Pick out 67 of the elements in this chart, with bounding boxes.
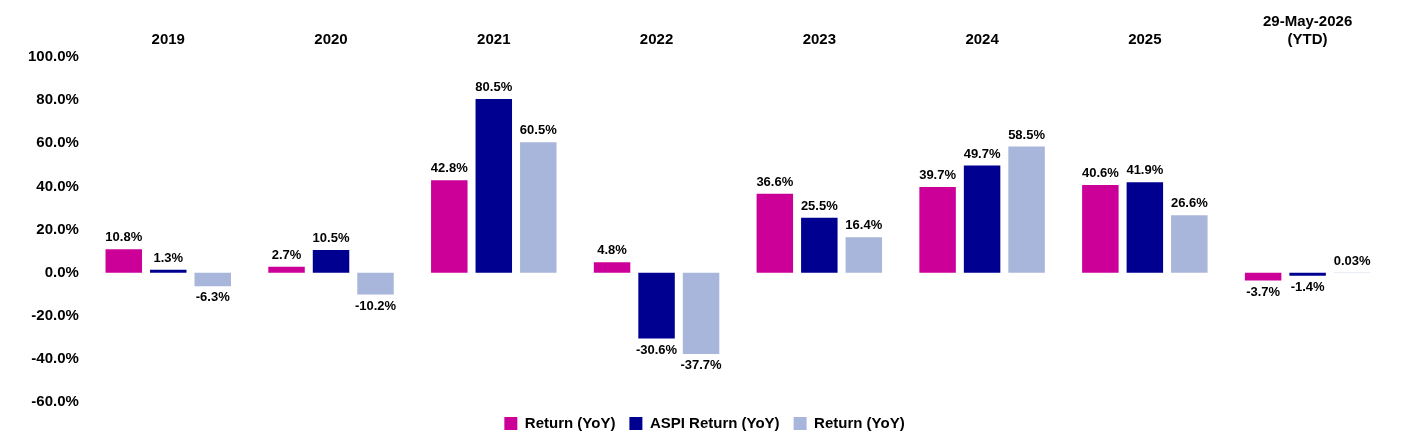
x-tick-label: 2019: [151, 30, 185, 48]
data-label: -1.4%: [1290, 278, 1326, 294]
bar: [638, 272, 675, 339]
data-label: -37.7%: [680, 356, 723, 372]
bar: [312, 249, 350, 273]
data-label: -6.3%: [195, 289, 231, 305]
bar: [1244, 272, 1282, 281]
data-label: 2.7%: [271, 246, 302, 262]
y-tick-label: 60.0%: [36, 133, 79, 151]
bar: [801, 217, 838, 273]
bar: [756, 193, 794, 273]
y-tick-label: 0.0%: [44, 262, 79, 280]
legend-label: ASPI Return (YoY): [649, 413, 780, 431]
data-label: 80.5%: [475, 79, 513, 95]
data-label: 58.5%: [1008, 126, 1046, 142]
data-label: 40.6%: [1081, 165, 1120, 181]
x-tick-label: 2022: [639, 30, 674, 48]
legend-label: Return (YoY): [814, 413, 905, 431]
data-label: -3.7%: [1246, 283, 1281, 299]
data-label: 36.6%: [756, 173, 794, 189]
bar: [593, 262, 631, 273]
data-label: 16.4%: [845, 217, 883, 233]
bar: [150, 269, 187, 273]
data-label: -10.2%: [354, 297, 397, 313]
bar: [1289, 272, 1326, 276]
y-tick-label: 20.0%: [36, 219, 79, 237]
bar: [682, 272, 720, 354]
legend-label: Return (YoY): [524, 413, 616, 431]
bar: [520, 142, 557, 273]
bar: [268, 266, 305, 273]
y-tick-label: 100.0%: [28, 47, 79, 65]
y-tick-label: -60.0%: [31, 392, 79, 410]
y-tick-label: -40.0%: [31, 349, 79, 367]
y-tick-label: 80.0%: [36, 90, 79, 108]
x-tick-label: 2024: [965, 30, 1000, 48]
data-label: 10.8%: [105, 229, 143, 245]
data-label: 10.5%: [312, 230, 350, 246]
data-label: 41.9%: [1126, 162, 1164, 178]
data-label: 26.6%: [1170, 195, 1209, 211]
data-label: 60.5%: [519, 122, 558, 138]
bar: [194, 272, 231, 287]
data-label: -30.6%: [635, 341, 678, 357]
y-tick-label: -20.0%: [31, 305, 79, 323]
bar: [431, 180, 468, 273]
x-tick-label: 2025: [1128, 30, 1162, 48]
bar: [1008, 146, 1045, 273]
data-label: 4.8%: [597, 242, 628, 258]
bar: [105, 249, 143, 273]
bar: [919, 187, 956, 273]
bar: [1171, 215, 1208, 273]
bar: [357, 272, 394, 295]
bar: [845, 237, 883, 273]
x-tick-label: 2021: [477, 30, 511, 48]
data-label: 0.03%: [1333, 252, 1371, 268]
y-tick-label: 40.0%: [36, 176, 79, 194]
data-label: 25.5%: [800, 197, 839, 213]
x-tick-label: 29-May-2026 (YTD): [1263, 12, 1353, 48]
data-label: 39.7%: [919, 167, 957, 183]
x-tick-label: 2020: [314, 30, 348, 48]
x-tick-label: 2023: [802, 30, 837, 48]
data-label: 49.7%: [963, 145, 1001, 161]
bar: [963, 165, 1001, 273]
bar: [1126, 182, 1164, 273]
data-label: 42.8%: [430, 160, 469, 176]
bar: [475, 99, 513, 273]
bar: [1082, 185, 1119, 273]
data-label: 1.3%: [153, 249, 184, 265]
